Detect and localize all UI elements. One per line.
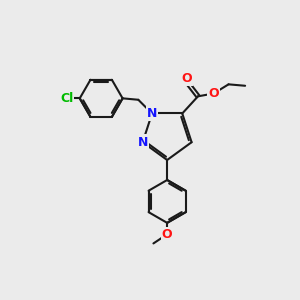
- Text: N: N: [137, 136, 148, 149]
- Text: N: N: [147, 107, 157, 120]
- Text: O: O: [162, 228, 172, 241]
- Text: Cl: Cl: [60, 92, 73, 105]
- Text: O: O: [181, 72, 192, 85]
- Text: O: O: [208, 87, 219, 100]
